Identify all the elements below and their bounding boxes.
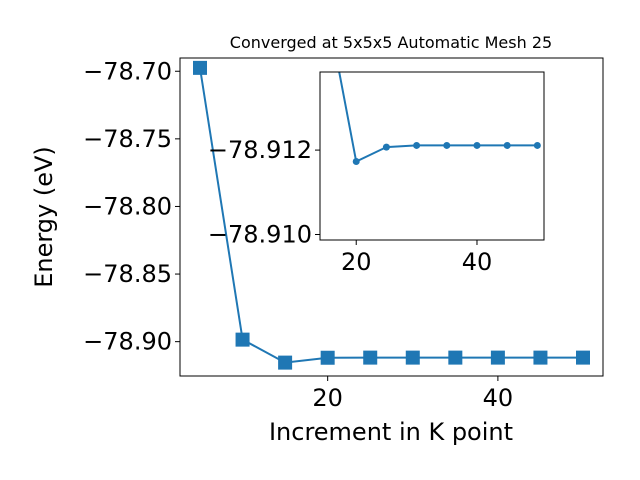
main-data-point: [235, 332, 250, 347]
main-ytick-label: −78.85: [83, 260, 172, 288]
inset-data-point: [443, 141, 451, 149]
main-ytick-label: −78.70: [83, 57, 172, 85]
inset-data-point: [533, 141, 541, 149]
main-ytick-label: −78.75: [83, 125, 172, 153]
x-axis-label: Increment in K point: [269, 418, 513, 446]
main-plot-frame: [179, 57, 604, 377]
inset-plot-frame: [319, 71, 545, 241]
inset-xtick-label: 20: [341, 248, 372, 276]
main-data-point: [320, 350, 335, 365]
main-series-line: [199, 67, 583, 364]
inset-data-point: [352, 157, 360, 165]
inset-data-point: [382, 143, 390, 151]
inset-data-point: [503, 141, 511, 149]
main-data-point: [278, 355, 293, 370]
main-data-point: [490, 350, 505, 365]
main-ytick-label: −78.80: [83, 192, 172, 220]
main-ytick-label: −78.90: [83, 328, 172, 356]
inset-ytick-label: −78.910: [208, 221, 312, 249]
main-xtick-label: 40: [483, 384, 514, 412]
main-data-point: [193, 60, 208, 75]
main-data-point: [363, 350, 378, 365]
chart-title: Converged at 5x5x5 Automatic Mesh 25: [230, 33, 552, 52]
inset-background: [320, 72, 544, 240]
inset-data-point: [413, 141, 421, 149]
inset-xtick-label: 40: [462, 248, 493, 276]
main-data-point: [405, 350, 420, 365]
main-xtick-label: 20: [312, 384, 343, 412]
inset-data-point: [473, 141, 481, 149]
main-data-point: [448, 350, 463, 365]
inset-ytick-label: −78.912: [208, 136, 312, 164]
inset-series-line: [338, 72, 538, 163]
main-data-point: [575, 350, 590, 365]
main-data-point: [533, 350, 548, 365]
y-axis-label: Energy (eV): [30, 146, 58, 288]
